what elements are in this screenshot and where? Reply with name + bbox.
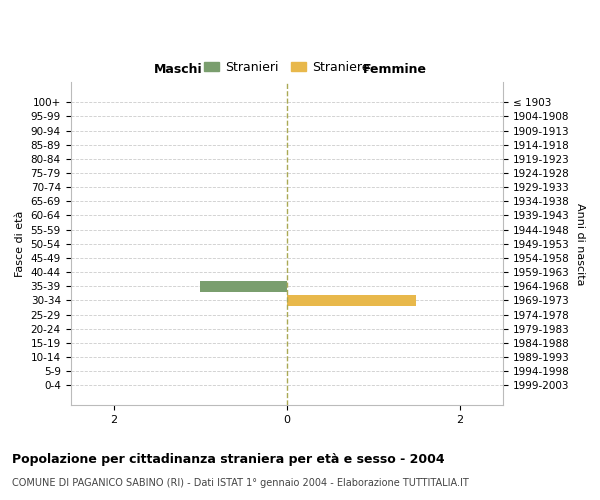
Y-axis label: Fasce di età: Fasce di età: [15, 210, 25, 277]
Legend: Stranieri, Straniere: Stranieri, Straniere: [199, 56, 375, 79]
Y-axis label: Anni di nascita: Anni di nascita: [575, 202, 585, 285]
Text: Popolazione per cittadinanza straniera per età e sesso - 2004: Popolazione per cittadinanza straniera p…: [12, 452, 445, 466]
Text: COMUNE DI PAGANICO SABINO (RI) - Dati ISTAT 1° gennaio 2004 - Elaborazione TUTTI: COMUNE DI PAGANICO SABINO (RI) - Dati IS…: [12, 478, 469, 488]
Bar: [287, 295, 416, 306]
Bar: [200, 281, 287, 291]
Text: Maschi: Maschi: [154, 63, 203, 76]
Text: Femmine: Femmine: [363, 63, 427, 76]
